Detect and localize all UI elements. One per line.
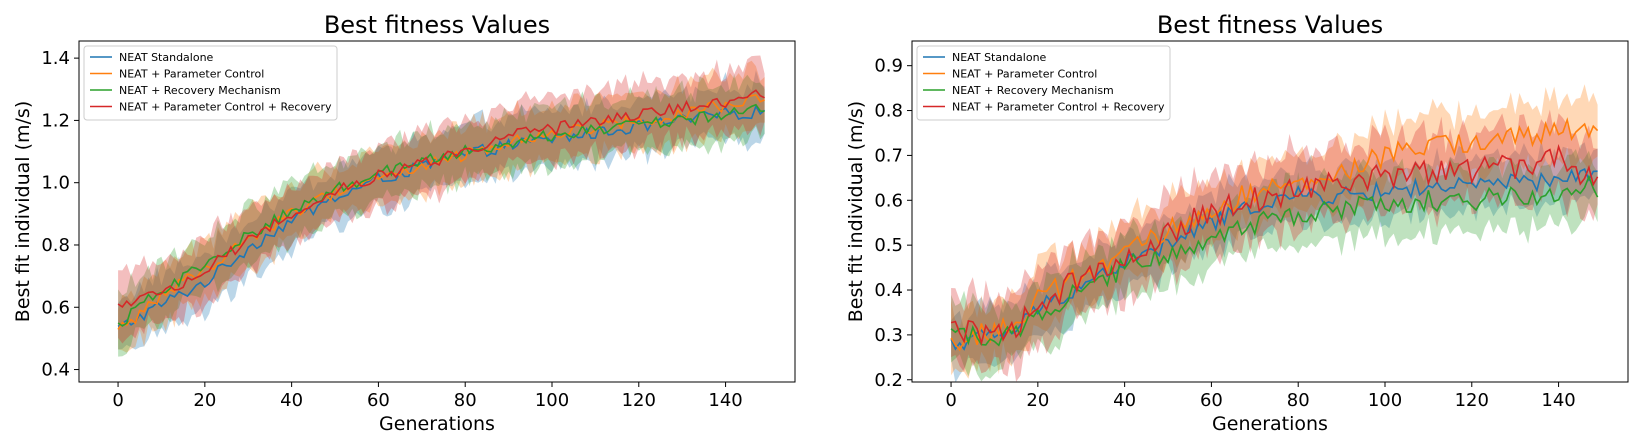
y-tick-label: 0.8	[41, 235, 70, 256]
chart-1: 0 20 40 60 80 100 120 140 0.4 0.6 0.8 1.0 1.2 1.4 Best…	[12, 11, 796, 435]
legend-entry: NEAT + Recovery Mechanism	[119, 84, 281, 97]
x-tick-label: 140	[1541, 390, 1575, 411]
legend-entry: NEAT + Parameter Control	[952, 68, 1097, 81]
y-tick-label: 0.5	[874, 235, 903, 256]
x-tick-label: 20	[193, 390, 216, 411]
x-tick-label: 100	[535, 390, 569, 411]
band-2	[118, 60, 765, 353]
y-axis-label: Best fit individual (m/s)	[845, 101, 867, 322]
axes-frame	[911, 40, 1629, 383]
x-tick-label: 80	[1287, 390, 1310, 411]
series-line-3	[117, 103, 765, 327]
band-3	[118, 74, 765, 357]
band-3	[951, 149, 1598, 382]
legend-entry: NEAT + Parameter Control	[119, 68, 264, 81]
band-1	[118, 70, 765, 350]
y-tick-label: 0.4	[41, 360, 70, 381]
x-axis-label: Generations	[1212, 413, 1328, 435]
plot-area	[950, 84, 1599, 382]
legend-box	[916, 45, 1171, 121]
legend-entry: NEAT Standalone	[119, 51, 214, 64]
y-tick-label: 1.2	[41, 110, 70, 131]
x-tick-label: 40	[1113, 390, 1136, 411]
x-tick-label: 20	[1026, 390, 1049, 411]
axes-frame	[78, 40, 796, 383]
x-axis-label: Generations	[379, 413, 495, 435]
x-tick-label: 100	[1368, 390, 1402, 411]
x-tick-label: 40	[280, 390, 303, 411]
series-line-4	[117, 89, 765, 308]
x-tick-label: 60	[1200, 390, 1223, 411]
x-tick-label: 140	[708, 390, 742, 411]
y-tick-label: 1.4	[41, 48, 70, 69]
x-tick-label: 80	[454, 390, 477, 411]
legend-box	[83, 45, 338, 121]
chart-title: Best fitness Values	[324, 11, 550, 39]
x-tick-label: 120	[1455, 390, 1489, 411]
y-tick-label: 0.7	[874, 145, 903, 166]
x-tick-label: 60	[367, 390, 390, 411]
series-line-2	[950, 117, 1599, 352]
legend-entry: NEAT Standalone	[952, 51, 1047, 64]
y-tick-label: 0.4	[874, 280, 903, 301]
legend-entry: NEAT + Parameter Control + Recovery	[119, 101, 332, 114]
y-tick-label: 0.2	[874, 370, 903, 391]
y-tick-label: 0.6	[874, 190, 903, 211]
legend: NEAT Standalone NEAT + Parameter Control N…	[83, 45, 338, 121]
legend-entry: NEAT + Parameter Control + Recovery	[952, 101, 1165, 114]
y-axis-label: Best fit individual (m/s)	[12, 101, 34, 322]
y-tick-label: 0.9	[874, 56, 903, 77]
y-tick-label: 0.6	[41, 297, 70, 318]
legend-entry: NEAT + Recovery Mechanism	[952, 84, 1114, 97]
legend: NEAT Standalone NEAT + Parameter Control N…	[916, 45, 1171, 121]
band-2	[951, 84, 1598, 379]
series-line-4	[950, 144, 1599, 347]
x-tick-label: 120	[622, 390, 656, 411]
chart-2: 0 20 40 60 80 100 120 140 0.2 0.3 0.4 0.5 0.6 0.7 0.8 0…	[845, 11, 1629, 435]
y-tick-label: 0.3	[874, 325, 903, 346]
x-tick-label: 0	[112, 390, 123, 411]
y-tick-label: 1.0	[41, 173, 70, 194]
plot-area	[117, 55, 766, 357]
x-tick-label: 0	[945, 390, 956, 411]
chart-title: Best fitness Values	[1157, 11, 1383, 39]
y-tick-label: 0.8	[874, 101, 903, 122]
band-1	[951, 139, 1598, 382]
series-line-3	[950, 174, 1599, 347]
